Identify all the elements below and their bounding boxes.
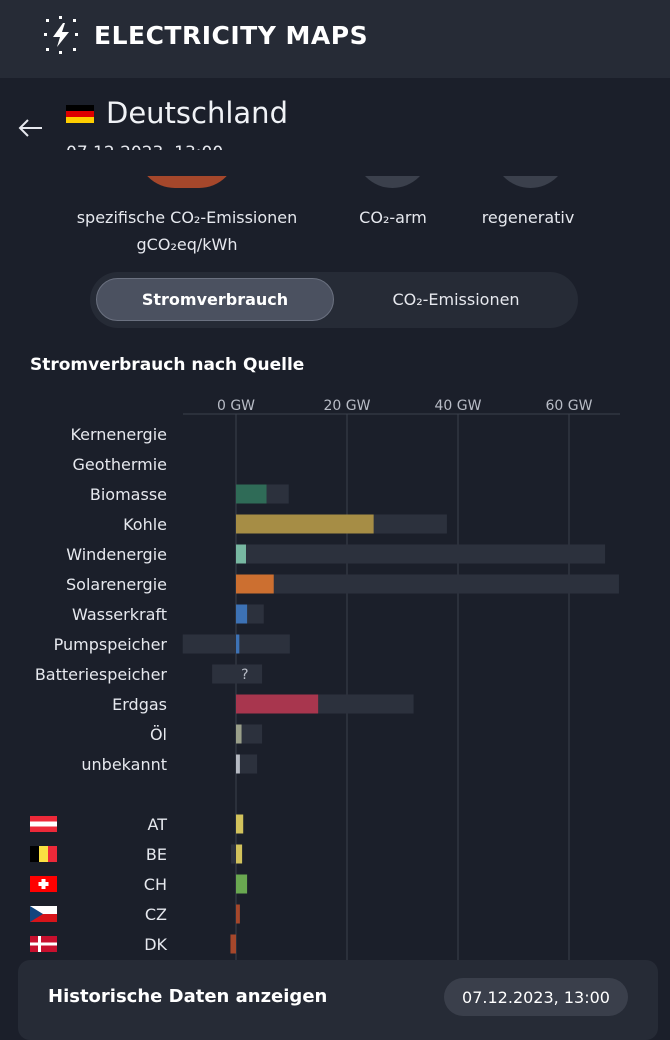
exchange-bar <box>236 844 243 864</box>
production-bar <box>236 724 242 744</box>
exchange-bar <box>236 874 248 894</box>
logo-icon <box>44 16 78 54</box>
low-carbon-label: CO₂-arm <box>359 208 427 227</box>
exchange-bar <box>236 904 240 924</box>
flag-be-icon-part <box>48 846 57 862</box>
production-bar <box>236 694 319 714</box>
exchange-label: BE <box>146 845 167 864</box>
source-label: Pumpspeicher <box>54 635 168 654</box>
app-header: ELECTRICITY MAPS <box>0 0 670 78</box>
flag-at-icon-part <box>30 821 57 827</box>
source-label: Windenergie <box>66 545 167 564</box>
production-bar <box>236 514 374 534</box>
source-label: unbekannt <box>81 755 167 774</box>
flag-cz-icon-part <box>30 914 57 922</box>
tab-consumption[interactable]: Stromverbrauch <box>96 278 334 321</box>
app-title: ELECTRICITY MAPS <box>94 21 369 50</box>
history-datetime[interactable]: 07.12.2023, 13:00 <box>444 978 628 1016</box>
back-arrow-icon[interactable] <box>18 118 44 138</box>
source-label: Kohle <box>123 515 167 534</box>
exchange-label: DK <box>144 935 167 954</box>
flag-cz-icon-part <box>30 906 43 922</box>
exchange-label: CZ <box>145 905 167 924</box>
production-chart: 0 GW 20 GW 40 GW 60 GW Kernenergie Geothermie… <box>30 398 620 960</box>
production-bar <box>236 484 267 504</box>
carbon-intensity-label-line2: gCO₂eq/kWh <box>136 235 238 254</box>
history-label: Historische Daten anzeigen <box>48 986 328 1007</box>
source-label: Erdgas <box>112 695 167 714</box>
exchange-capacity-bar <box>231 844 236 864</box>
circle-mask <box>0 150 670 176</box>
production-bar <box>236 574 274 594</box>
source-label: Kernenergie <box>70 425 167 444</box>
source-label: Biomasse <box>90 485 167 504</box>
source-label: Batteriespeicher <box>35 665 168 684</box>
flag-de-icon <box>66 105 94 123</box>
x-tick-label: 20 GW <box>324 398 371 414</box>
zone-name: Deutschland <box>106 96 288 130</box>
capacity-bar <box>236 574 619 594</box>
history-bar[interactable]: Historische Daten anzeigen 07.12.2023, 1… <box>18 960 658 1040</box>
production-bar <box>236 604 248 624</box>
exchange-label: CH <box>144 875 167 894</box>
capacity-bar <box>236 724 263 744</box>
exchange-label: AT <box>148 815 168 834</box>
exchange-bar <box>236 814 244 834</box>
source-label: Solarenergie <box>66 575 167 594</box>
carbon-intensity-label: spezifische CO₂-Emissionen gCO₂eq/kWh <box>52 204 322 258</box>
capacity-bar <box>212 664 263 684</box>
view-toggle: Stromverbrauch CO₂-Emissionen <box>90 272 578 328</box>
source-label: Wasserkraft <box>72 605 167 624</box>
production-bar <box>236 754 240 774</box>
section-title: Stromverbrauch nach Quelle <box>30 355 305 375</box>
capacity-bar <box>236 544 606 564</box>
source-label: Öl <box>150 725 167 744</box>
tab-emissions[interactable]: CO₂-Emissionen <box>392 290 520 309</box>
x-tick-label: 0 GW <box>217 398 255 414</box>
production-bar <box>236 544 246 564</box>
capacity-bar <box>236 754 258 774</box>
carbon-intensity-label-line1: spezifische CO₂-Emissionen <box>76 208 298 227</box>
flag-dk-icon-part <box>30 942 57 946</box>
flag-be-icon-part <box>30 846 39 862</box>
flag-be-icon-part <box>39 846 48 862</box>
flag-cz-icon-part <box>30 906 57 914</box>
production-bar <box>236 634 240 654</box>
source-label: Geothermie <box>73 455 167 474</box>
exchange-bar <box>230 934 236 954</box>
x-tick-label: 60 GW <box>546 398 593 414</box>
unknown-marker: ? <box>241 667 248 683</box>
x-tick-label: 40 GW <box>435 398 482 414</box>
flag-ch-icon-part <box>38 882 49 886</box>
renewable-label: regenerativ <box>481 208 575 227</box>
